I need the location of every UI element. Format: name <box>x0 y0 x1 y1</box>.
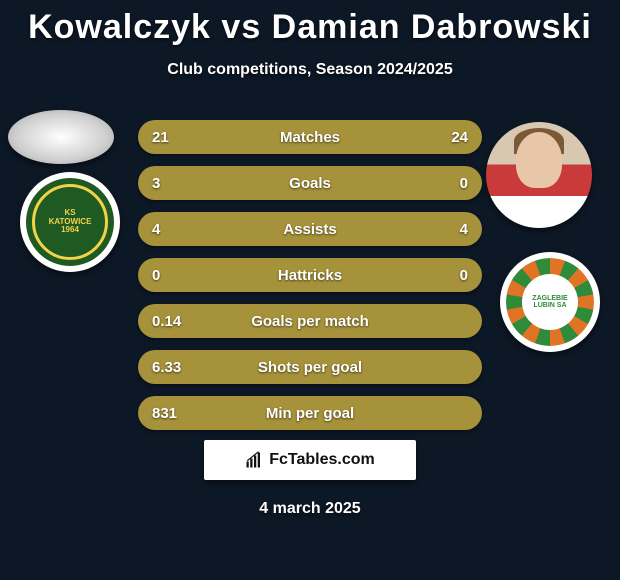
stat-row-assists: 4 Assists 4 <box>138 212 482 246</box>
footer-date: 4 march 2025 <box>0 500 620 518</box>
player-right-avatar <box>486 122 592 228</box>
stat-left-value: 21 <box>152 129 212 146</box>
stat-right-value: 0 <box>408 175 468 192</box>
stat-row-shots-per-goal: 6.33 Shots per goal <box>138 350 482 384</box>
stat-label: Matches <box>212 129 408 146</box>
stat-label: Min per goal <box>212 405 408 422</box>
stat-label: Assists <box>212 221 408 238</box>
stat-row-min-per-goal: 831 Min per goal <box>138 396 482 430</box>
player-right-head <box>516 132 562 188</box>
team-left-badge-text: KS KATOWICE 1964 <box>49 209 92 235</box>
player-left-avatar <box>8 110 114 164</box>
stat-label: Hattricks <box>212 267 408 284</box>
stat-right-value: 4 <box>408 221 468 238</box>
footer-brand: FcTables.com <box>204 440 416 480</box>
stat-row-hattricks: 0 Hattricks 0 <box>138 258 482 292</box>
team-right-badge: ZAGLEBIE LUBIN SA <box>500 252 600 352</box>
stats-container: 21 Matches 24 3 Goals 0 4 Assists 4 0 Ha… <box>138 120 482 442</box>
page-subtitle: Club competitions, Season 2024/2025 <box>0 61 620 79</box>
stat-left-value: 6.33 <box>152 359 212 376</box>
team-left-badge-ring: KS KATOWICE 1964 <box>32 184 108 260</box>
footer-brand-text: FcTables.com <box>269 451 375 469</box>
team-left-top: KS <box>64 208 75 217</box>
stat-left-value: 0.14 <box>152 313 212 330</box>
team-left-mid: KATOWICE <box>49 217 92 226</box>
chart-icon <box>245 451 263 469</box>
stat-label: Goals <box>212 175 408 192</box>
stat-row-matches: 21 Matches 24 <box>138 120 482 154</box>
team-left-badge: KS KATOWICE 1964 <box>20 172 120 272</box>
player-right-avatar-bg <box>486 122 592 228</box>
stat-label: Shots per goal <box>212 359 408 376</box>
stat-left-value: 831 <box>152 405 212 422</box>
stat-right-value: 0 <box>408 267 468 284</box>
stat-left-value: 4 <box>152 221 212 238</box>
stat-row-goals: 3 Goals 0 <box>138 166 482 200</box>
stat-row-goals-per-match: 0.14 Goals per match <box>138 304 482 338</box>
page-title: Kowalczyk vs Damian Dabrowski <box>0 0 620 47</box>
stat-label: Goals per match <box>212 313 408 330</box>
stat-left-value: 0 <box>152 267 212 284</box>
team-left-year: 1964 <box>61 225 79 234</box>
team-right-badge-center: ZAGLEBIE LUBIN SA <box>522 274 578 330</box>
stat-right-value: 24 <box>408 129 468 146</box>
team-right-center-text: ZAGLEBIE LUBIN SA <box>522 295 578 309</box>
stat-left-value: 3 <box>152 175 212 192</box>
